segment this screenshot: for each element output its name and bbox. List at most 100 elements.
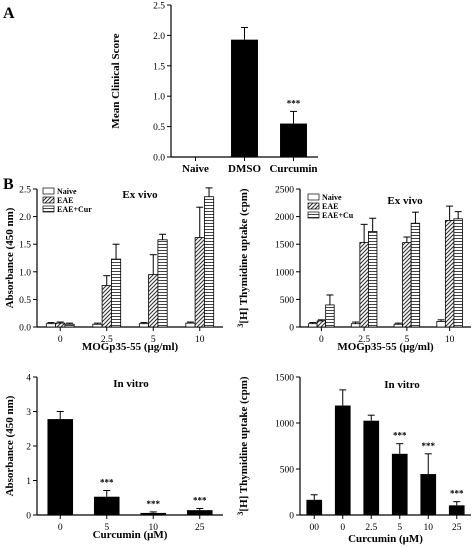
significance-label: *** — [100, 478, 114, 488]
x-tick-label: 0 — [58, 335, 63, 345]
y-tick-label: 3 — [26, 408, 31, 418]
chart-b1-exvivo-absorbance: 0.0 0.5 1.0 1.5 2.0 2.5 Absorbance (450 nm) Ex … — [4, 186, 223, 353]
y-tick-label: 0 — [289, 512, 294, 522]
y-axis-label: 3[H] Thymidine uptake (cpm) — [236, 188, 251, 328]
legend-swatch — [307, 193, 320, 201]
y-tick-label: 0.0 — [153, 154, 165, 164]
y-tick-label: 2.0 — [153, 32, 165, 42]
x-tick-label: 2.5 — [365, 523, 377, 533]
legend-label: Naive — [57, 187, 77, 196]
y-tick-label: 1.5 — [19, 241, 31, 251]
bar-eae — [402, 242, 412, 328]
bar-eae-cur — [111, 258, 122, 328]
y-tick-label: 1000 — [275, 268, 294, 278]
y-tick-label: 2.5 — [19, 186, 31, 196]
bar-eae-cu — [367, 231, 378, 328]
y-tick-label: 0.5 — [153, 123, 165, 133]
x-tick-label: Naive — [182, 163, 209, 175]
y-axis-label: Mean Clinical Score — [110, 33, 122, 128]
y-axis-label-text: [H] Thymidine uptake (cpm) — [238, 188, 250, 324]
y-axis-label-superscript: 3 — [236, 324, 245, 328]
bar — [140, 512, 167, 515]
y-tick-label: 0 — [26, 512, 31, 522]
y-tick-label: 500 — [280, 296, 295, 306]
chart-title: Ex vivo — [122, 189, 158, 201]
x-tick-label: 25 — [452, 523, 462, 533]
x-tick-label: 5 — [405, 335, 410, 345]
x-axis-label: MOGp35-55 (μg/ml) — [337, 341, 434, 353]
significance-label: *** — [422, 441, 436, 451]
y-tick-label: 0 — [289, 324, 294, 334]
x-tick-label: 5 — [104, 523, 109, 533]
legend-swatch — [42, 196, 55, 204]
y-axis-label-text: [H] Thymidine uptake (cpm) — [238, 376, 250, 512]
significance-label: *** — [193, 495, 207, 505]
bar-naive — [350, 323, 361, 328]
bar — [93, 496, 120, 515]
bar — [391, 453, 408, 515]
x-tick-label: 5 — [151, 335, 156, 345]
y-tick-label: 1000 — [275, 420, 294, 430]
legend-swatch — [42, 187, 55, 195]
y-tick-label: 1.0 — [19, 268, 31, 278]
y-tick-label: 1.0 — [153, 93, 165, 103]
y-tick-label: 4 — [26, 374, 31, 384]
bar — [47, 419, 74, 515]
significance-label: *** — [450, 489, 464, 499]
bar-eae-cu — [453, 218, 463, 328]
y-tick-label: 0.5 — [19, 296, 31, 306]
x-tick-label: DMSO — [228, 163, 261, 175]
chart-title: In vitro — [384, 379, 420, 391]
bar-eae — [101, 285, 112, 328]
bar-eae — [359, 242, 369, 328]
x-tick-label: Curcumin — [269, 163, 317, 175]
x-tick-label: 2.5 — [101, 335, 113, 345]
chart-title: In vitro — [113, 378, 149, 390]
legend-swatch — [42, 205, 55, 213]
legend-label: EAE — [57, 196, 73, 205]
x-tick-label: 25 — [195, 523, 205, 533]
bar-eae — [444, 220, 455, 328]
x-tick-label: 00 — [310, 523, 320, 533]
legend-label: EAE+Cur — [57, 205, 92, 214]
y-tick-label: 1500 — [275, 374, 294, 384]
bar — [334, 405, 351, 515]
bar-naive — [138, 323, 150, 328]
bar-naive — [308, 323, 318, 328]
bar — [448, 505, 465, 515]
panel-label-b: B — [3, 176, 14, 193]
x-tick-label: 0 — [340, 523, 345, 533]
x-axis-label: MOGp35-55 (μg/ml) — [82, 341, 179, 353]
bar-naive — [45, 323, 56, 328]
y-tick-label: 1500 — [275, 241, 294, 251]
bar — [186, 510, 213, 515]
x-tick-label: 10 — [149, 523, 159, 533]
legend-swatch — [307, 202, 320, 210]
x-tick-label: 0 — [58, 523, 63, 533]
x-tick-label: 2.5 — [358, 335, 370, 345]
y-axis-label: Absorbance (450 nm) — [4, 395, 16, 496]
x-tick-label: 5 — [397, 523, 402, 533]
chart-title: Ex vivo — [387, 195, 423, 207]
legend-label: EAE — [322, 202, 338, 211]
bar-eae-cur — [203, 196, 215, 328]
x-tick-label: 0 — [319, 335, 324, 345]
bar-naive — [393, 323, 403, 328]
x-tick-label: 10 — [445, 335, 455, 345]
bar — [231, 39, 258, 157]
bar-eae — [316, 320, 327, 328]
legend-label: EAE+Cu — [322, 211, 354, 220]
y-tick-label: 2.0 — [19, 213, 31, 223]
y-tick-label: 2000 — [275, 213, 294, 223]
y-axis-label: 3[H] Thymidine uptake (cpm) — [236, 376, 251, 516]
chart-b2-exvivo-thymidine: 0 500 1000 1500 2000 2500 3[H] Thymidine uptak… — [236, 186, 471, 353]
significance-label: *** — [287, 98, 301, 108]
legend-swatch — [307, 211, 320, 219]
bar-naive — [92, 323, 103, 328]
bar — [306, 499, 323, 515]
bar-eae — [194, 237, 205, 328]
bar-eae-cu — [410, 222, 421, 328]
chart-b3-invitro-absorbance: 0 1 2 3 4 Absorbance (450 nm) In vitro Curcumin… — [4, 374, 223, 541]
significance-label: *** — [393, 431, 407, 441]
